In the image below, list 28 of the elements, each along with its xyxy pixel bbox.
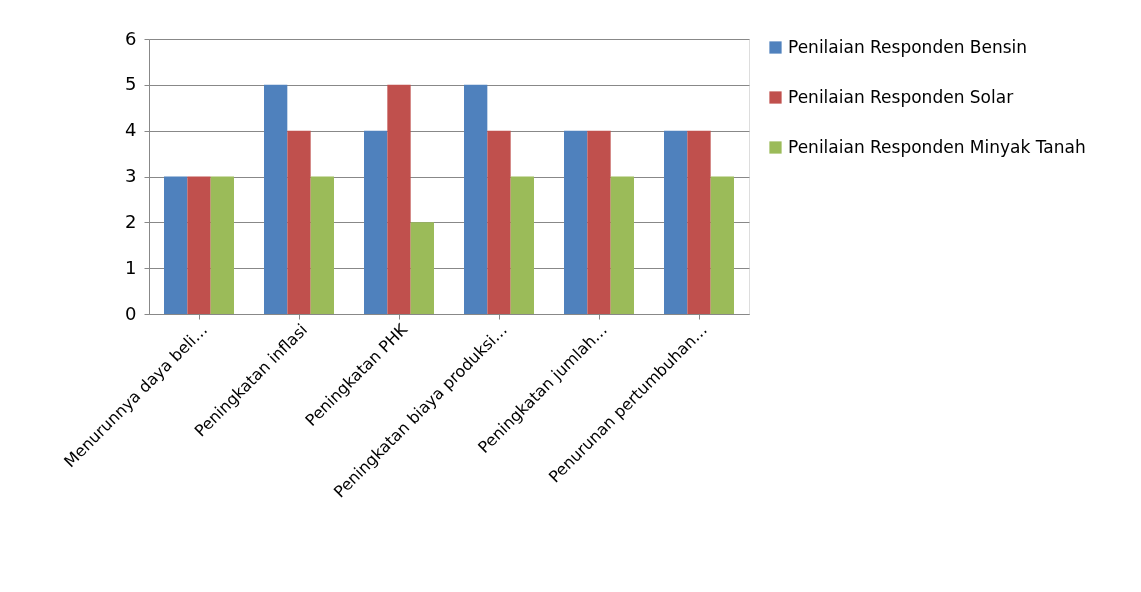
bar bbox=[264, 84, 288, 314]
y-tick-label: 4 bbox=[125, 119, 137, 141]
y-tick-label: 5 bbox=[125, 73, 137, 95]
bar bbox=[487, 130, 511, 314]
y-tick-label: 3 bbox=[125, 165, 137, 186]
bar bbox=[164, 176, 188, 314]
bar bbox=[664, 130, 688, 314]
y-tick-label: 6 bbox=[125, 27, 137, 49]
bar bbox=[587, 130, 611, 314]
y-tick-label: 2 bbox=[125, 210, 137, 232]
bar bbox=[687, 130, 711, 314]
legend-label: Penilaian Responden Minyak Tanah bbox=[788, 136, 1086, 157]
bar bbox=[387, 84, 411, 314]
bar bbox=[310, 176, 334, 314]
y-tick-label: 0 bbox=[125, 302, 137, 324]
legend-label: Penilaian Responden Bensin bbox=[788, 36, 1028, 57]
bar bbox=[610, 176, 634, 314]
bar bbox=[410, 222, 434, 314]
bar bbox=[510, 176, 534, 314]
legend-label: Penilaian Responden Solar bbox=[788, 86, 1014, 107]
bar bbox=[564, 130, 588, 314]
y-tick-label: 1 bbox=[125, 256, 137, 278]
bar bbox=[210, 176, 234, 314]
bar bbox=[710, 176, 734, 314]
bar bbox=[464, 84, 488, 314]
bar bbox=[287, 130, 311, 314]
bar bbox=[364, 130, 388, 314]
bar bbox=[187, 176, 211, 314]
